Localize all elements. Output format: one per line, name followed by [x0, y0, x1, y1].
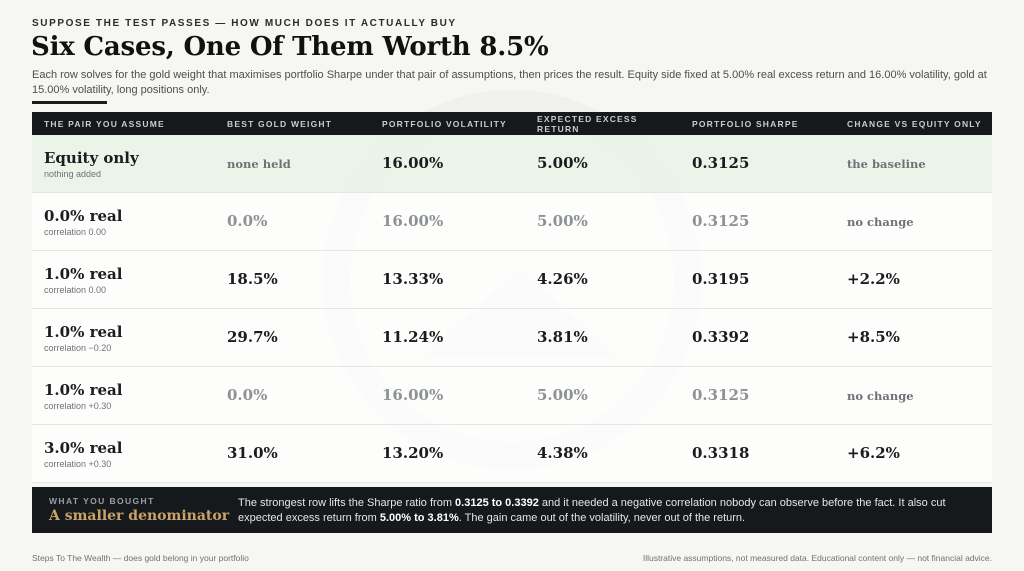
col-header-weight: BEST GOLD WEIGHT	[215, 112, 370, 135]
table-header-row: THE PAIR YOU ASSUME BEST GOLD WEIGHT POR…	[32, 112, 992, 135]
summary-text-part: and it needed a negative correlation nob…	[238, 497, 946, 524]
summary-highlight-sharpe: 0.3125 to 0.3392	[455, 497, 539, 509]
change-vs-equity: no change	[847, 214, 914, 229]
portfolio-sharpe: 0.3195	[692, 270, 750, 288]
summary-text-part: The strongest row lifts the Sharpe ratio…	[238, 497, 456, 509]
col-header-change: CHANGE VS EQUITY ONLY	[835, 112, 992, 135]
cases-table: THE PAIR YOU ASSUME BEST GOLD WEIGHT POR…	[32, 112, 992, 483]
portfolio-sharpe: 0.3125	[692, 386, 750, 404]
gold-weight: 0.0%	[227, 386, 268, 404]
summary-highlight-return: 5.00% to 3.81%	[379, 512, 459, 524]
case-name: 1.0% real	[44, 264, 123, 283]
summary-panel: WHAT YOU BOUGHT A smaller denominator Th…	[32, 487, 992, 533]
case-cell: 3.0% real correlation +0.30	[32, 424, 215, 483]
table-row: 0.0% real correlation 0.00 0.0% 16.00% 5…	[32, 192, 992, 251]
case-name: 1.0% real	[44, 322, 123, 341]
portfolio-sharpe: 0.3318	[692, 444, 750, 462]
case-sub: correlation 0.00	[44, 226, 107, 237]
case-sub: correlation +0.30	[44, 458, 112, 469]
case-sub: correlation +0.30	[44, 400, 112, 411]
gold-weight: 0.0%	[227, 212, 268, 230]
portfolio-volatility: 16.00%	[382, 386, 444, 404]
expected-return: 3.81%	[537, 328, 588, 346]
change-vs-equity: no change	[847, 388, 914, 403]
col-header-return: EXPECTED EXCESS RETURN	[525, 112, 680, 135]
expected-return: 5.00%	[537, 386, 588, 404]
change-vs-equity: the baseline	[847, 156, 926, 171]
page-kicker: SUPPOSE THE TEST PASSES — HOW MUCH DOES …	[32, 18, 457, 29]
case-cell: 1.0% real correlation +0.30	[32, 366, 215, 425]
col-header-sharpe: PORTFOLIO SHARPE	[680, 112, 835, 135]
expected-return: 4.38%	[537, 444, 588, 462]
portfolio-volatility: 16.00%	[382, 212, 444, 230]
expected-return: 5.00%	[537, 212, 588, 230]
summary-label: WHAT YOU BOUGHT	[49, 496, 155, 506]
change-vs-equity: +2.2%	[847, 270, 900, 288]
case-name: 1.0% real	[44, 380, 123, 399]
col-header-volatility: PORTFOLIO VOLATILITY	[370, 112, 525, 135]
summary-text: The strongest row lifts the Sharpe ratio…	[238, 496, 978, 526]
change-vs-equity: +6.2%	[847, 444, 900, 462]
title-underline	[32, 101, 107, 104]
gold-weight: 18.5%	[227, 270, 278, 288]
table-row: Equity only nothing added none held 16.0…	[32, 135, 992, 193]
footer-brand: Steps To The Wealth — does gold belong i…	[32, 553, 249, 563]
expected-return: 4.26%	[537, 270, 588, 288]
case-sub: nothing added	[44, 168, 102, 179]
gold-weight: none held	[227, 156, 291, 171]
summary-heading: A smaller denominator	[49, 508, 230, 524]
page-title: Six Cases, One Of Them Worth 8.5%	[31, 32, 549, 62]
portfolio-volatility: 13.33%	[382, 270, 444, 288]
expected-return: 5.00%	[537, 154, 588, 172]
case-cell: 1.0% real correlation 0.00	[32, 250, 215, 309]
gold-weight: 31.0%	[227, 444, 278, 462]
portfolio-volatility: 13.20%	[382, 444, 444, 462]
table-row: 1.0% real correlation −0.20 29.7% 11.24%…	[32, 308, 992, 367]
case-name: Equity only	[44, 148, 139, 167]
case-cell: 1.0% real correlation −0.20	[32, 308, 215, 367]
portfolio-sharpe: 0.3125	[692, 212, 750, 230]
table-row: 3.0% real correlation +0.30 31.0% 13.20%…	[32, 424, 992, 483]
portfolio-volatility: 11.24%	[382, 328, 444, 346]
portfolio-volatility: 16.00%	[382, 154, 444, 172]
case-cell: Equity only nothing added	[32, 135, 215, 193]
case-name: 3.0% real	[44, 438, 123, 457]
footer-disclaimer: Illustrative assumptions, not measured d…	[642, 553, 992, 563]
change-vs-equity: +8.5%	[847, 328, 900, 346]
page-description: Each row solves for the gold weight that…	[32, 69, 987, 96]
portfolio-sharpe: 0.3392	[692, 328, 750, 346]
summary-text-part: . The gain came out of the volatility, n…	[458, 512, 746, 524]
case-sub: correlation −0.20	[44, 342, 112, 353]
case-cell: 0.0% real correlation 0.00	[32, 192, 215, 251]
case-name: 0.0% real	[44, 206, 123, 225]
gold-weight: 29.7%	[227, 328, 278, 346]
case-sub: correlation 0.00	[44, 284, 107, 295]
portfolio-sharpe: 0.3125	[692, 154, 750, 172]
table-row: 1.0% real correlation +0.30 0.0% 16.00% …	[32, 366, 992, 425]
col-header-pair: THE PAIR YOU ASSUME	[32, 112, 215, 135]
table-row: 1.0% real correlation 0.00 18.5% 13.33% …	[32, 250, 992, 309]
